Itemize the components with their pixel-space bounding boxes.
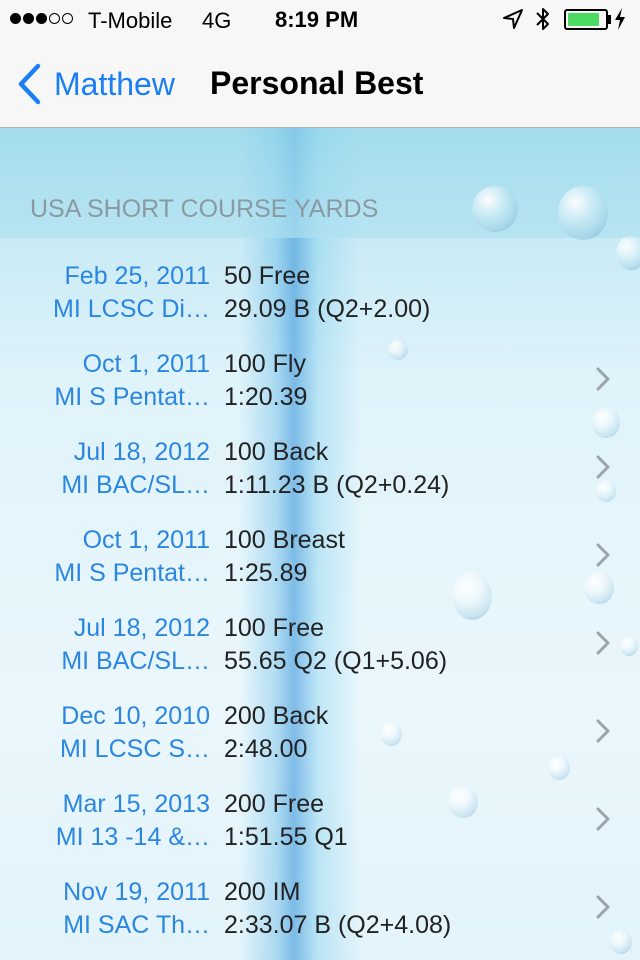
signal-dot [49,13,60,24]
bubble-decoration [452,572,492,620]
battery-level-fill [568,13,599,26]
network-type: 4G [202,8,232,33]
meet-date: Oct 1, 2011 [82,526,210,554]
meet-name: MI BAC/SL… [61,471,210,499]
swim-event: 200 Free [224,790,325,818]
section-header-background [0,128,640,238]
swim-event: 100 Back [224,438,329,466]
swim-time: 2:48.00 [224,735,308,763]
meet-name: MI LCSC S… [59,735,210,763]
meet-date: Jul 18, 2012 [73,438,210,466]
meet-date: Mar 15, 2013 [62,790,210,818]
meet-name: MI LCSC Di… [53,295,210,323]
meet-date: Jul 18, 2012 [73,614,210,642]
swim-event: 100 Free [224,614,325,642]
bubble-decoration [610,930,632,954]
bluetooth-icon [536,8,549,30]
charging-bolt-icon [615,8,625,30]
chevron-right-icon [596,455,610,479]
swim-time: 29.09 B (Q2+2.00) [224,295,431,323]
meet-date: Oct 1, 2011 [82,350,210,378]
chevron-right-icon [596,543,610,567]
meet-name: MI 13 -14 &… [55,823,210,851]
bubble-decoration [592,408,620,438]
page-title: Personal Best [210,65,424,101]
table-row[interactable]: Nov 19, 2011 MI SAC Th… 200 IM 2:33.07 B (Q… [0,864,640,952]
back-button-label: Matthew [54,65,175,102]
table-row[interactable]: Jul 18, 2012 MI BAC/SL… 100 Free 55.65 Q2 (… [0,600,640,688]
bubble-decoration [558,186,608,240]
chevron-left-icon [18,63,41,105]
table-row[interactable]: Jul 18, 2012 MI BAC/SL… 100 Back 1:11.23 B … [0,424,640,512]
signal-dot [23,13,34,24]
status-bar: T-Mobile 4G 8:19 PM [0,0,640,40]
meet-name: MI S Pentat… [54,559,210,587]
signal-strength-icon [10,13,73,24]
status-time: 8:19 PM [275,7,359,32]
carrier-name: T-Mobile [88,8,173,33]
chevron-right-icon [596,895,610,919]
table-row[interactable]: Dec 10, 2010 MI LCSC S… 200 Back 2:48.00 [0,688,640,776]
battery-tip [608,15,611,24]
table-row[interactable]: Oct 1, 2011 MI S Pentat… 100 Fly 1:20.39 [0,336,640,424]
bubble-decoration [388,340,408,360]
meet-date: Nov 19, 2011 [63,878,210,906]
battery-icon [564,9,608,30]
chevron-right-icon [596,631,610,655]
signal-dot [36,13,47,24]
bubble-decoration [584,572,614,604]
swim-time: 1:20.39 [224,383,308,411]
table-row[interactable]: Feb 25, 2011 MI LCSC Di… 50 Free 29.09 B (Q… [0,248,640,336]
bubble-decoration [472,186,518,232]
swim-event: 200 Back [224,702,329,730]
swim-time: 1:11.23 B (Q2+0.24) [224,471,450,499]
signal-dot [62,13,73,24]
meet-name: MI BAC/SL… [61,647,210,675]
meet-name: MI S Pentat… [54,383,210,411]
swim-event: 100 Breast [224,526,345,554]
swim-time: 55.65 Q2 (Q1+5.06) [224,647,448,675]
bubble-decoration [596,480,616,502]
meet-date: Dec 10, 2010 [61,702,210,730]
bubble-decoration [616,236,640,270]
swim-event: 50 Free [224,262,311,290]
swim-event: 200 IM [224,878,301,906]
bubble-decoration [548,756,570,780]
bubble-decoration [448,786,478,818]
location-arrow-icon [503,9,523,29]
bubble-decoration [380,722,402,746]
section-header-title: USA SHORT COURSE YARDS [30,195,379,223]
swim-time: 1:51.55 Q1 [224,823,348,851]
bubble-decoration [620,636,638,656]
chevron-right-icon [596,807,610,831]
water-stream-decoration [240,128,360,960]
meet-name: MI SAC Th… [63,911,210,939]
chevron-right-icon [596,719,610,743]
table-row[interactable]: Oct 1, 2011 MI S Pentat… 100 Breast 1:25.89 [0,512,640,600]
chevron-right-icon [596,367,610,391]
meet-date: Feb 25, 2011 [64,262,210,290]
swim-event: 100 Fly [224,350,306,378]
back-button[interactable]: Matthew [16,62,175,106]
swim-time: 1:25.89 [224,559,308,587]
swim-time: 2:33.07 B (Q2+4.08) [224,911,452,939]
signal-dot [10,13,21,24]
navigation-bar: Matthew Personal Best [0,40,640,128]
table-row[interactable]: Mar 15, 2013 MI 13 -14 &… 200 Free 1:51.55 … [0,776,640,864]
